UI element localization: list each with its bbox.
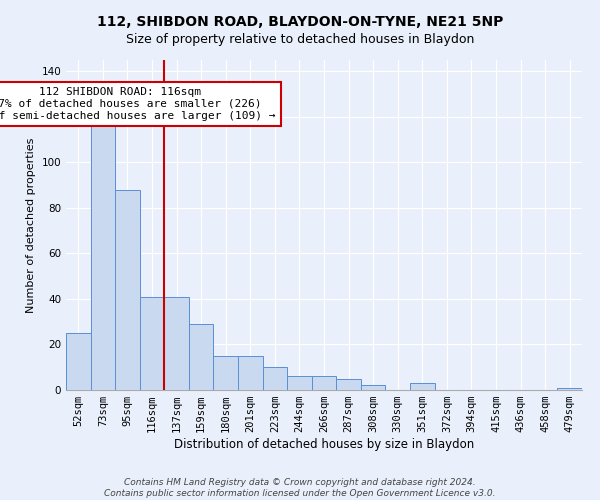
Bar [189, 324, 214, 390]
Text: Size of property relative to detached houses in Blaydon: Size of property relative to detached ho… [126, 32, 474, 46]
Text: Contains HM Land Registry data © Crown copyright and database right 2024.
Contai: Contains HM Land Registry data © Crown c… [104, 478, 496, 498]
Bar [91, 126, 115, 390]
Bar [287, 376, 312, 390]
Bar [238, 356, 263, 390]
Y-axis label: Number of detached properties: Number of detached properties [26, 138, 36, 312]
Text: 112 SHIBDON ROAD: 116sqm
← 67% of detached houses are smaller (226)
32% of semi-: 112 SHIBDON ROAD: 116sqm ← 67% of detach… [0, 88, 275, 120]
Text: 112, SHIBDON ROAD, BLAYDON-ON-TYNE, NE21 5NP: 112, SHIBDON ROAD, BLAYDON-ON-TYNE, NE21… [97, 15, 503, 29]
Bar [140, 296, 164, 390]
Bar [557, 388, 582, 390]
Bar [263, 367, 287, 390]
Bar [410, 383, 434, 390]
X-axis label: Distribution of detached houses by size in Blaydon: Distribution of detached houses by size … [174, 438, 474, 451]
Bar [336, 378, 361, 390]
Bar [312, 376, 336, 390]
Bar [115, 190, 140, 390]
Bar [214, 356, 238, 390]
Bar [66, 333, 91, 390]
Bar [164, 296, 189, 390]
Bar [361, 386, 385, 390]
